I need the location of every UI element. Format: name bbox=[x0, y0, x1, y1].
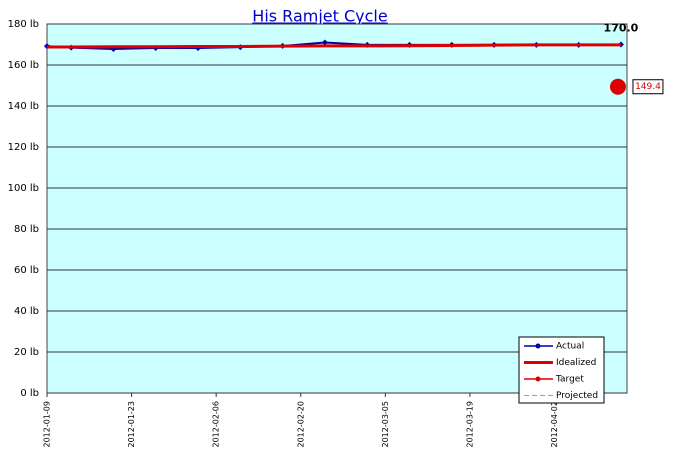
x-tick-label: 2012-03-05 bbox=[381, 401, 390, 448]
y-tick-label: 160 lb bbox=[8, 60, 39, 71]
x-tick-label: 2012-02-20 bbox=[296, 401, 305, 448]
legend-label: Projected bbox=[556, 391, 598, 401]
y-tick-label: 40 lb bbox=[14, 306, 39, 317]
legend-label: Actual bbox=[556, 342, 584, 352]
value-label: 149.4 bbox=[635, 82, 661, 92]
legend bbox=[518, 336, 605, 404]
chart-title: His Ramjet Cycle bbox=[252, 7, 387, 26]
y-tick-label: 20 lb bbox=[14, 347, 39, 358]
value-label-box bbox=[632, 79, 664, 95]
y-tick-label: 180 lb bbox=[8, 19, 39, 30]
y-tick-label: 100 lb bbox=[8, 183, 39, 194]
target-point bbox=[609, 78, 626, 95]
legend-marker bbox=[535, 376, 541, 382]
point bbox=[321, 39, 328, 46]
x-tick-label: 2012-04-02 bbox=[550, 401, 559, 448]
x-tick-label: 2012-01-23 bbox=[127, 401, 136, 448]
y-tick-label: 120 lb bbox=[8, 142, 39, 153]
legend-label: Idealized bbox=[556, 358, 596, 368]
y-tick-label: 0 lb bbox=[20, 388, 39, 399]
y-tick-label: 80 lb bbox=[14, 224, 39, 235]
series-line bbox=[47, 43, 621, 49]
x-tick-label: 2012-01-09 bbox=[43, 401, 52, 448]
value-label: 170.0 bbox=[604, 22, 639, 35]
y-tick-label: 140 lb bbox=[8, 101, 39, 112]
plot-area bbox=[46, 23, 628, 394]
x-tick-label: 2012-03-19 bbox=[465, 401, 474, 448]
x-tick-label: 2012-02-06 bbox=[212, 401, 221, 448]
legend-marker bbox=[535, 343, 541, 349]
legend-label: Target bbox=[555, 375, 584, 385]
y-tick-label: 60 lb bbox=[14, 265, 39, 276]
